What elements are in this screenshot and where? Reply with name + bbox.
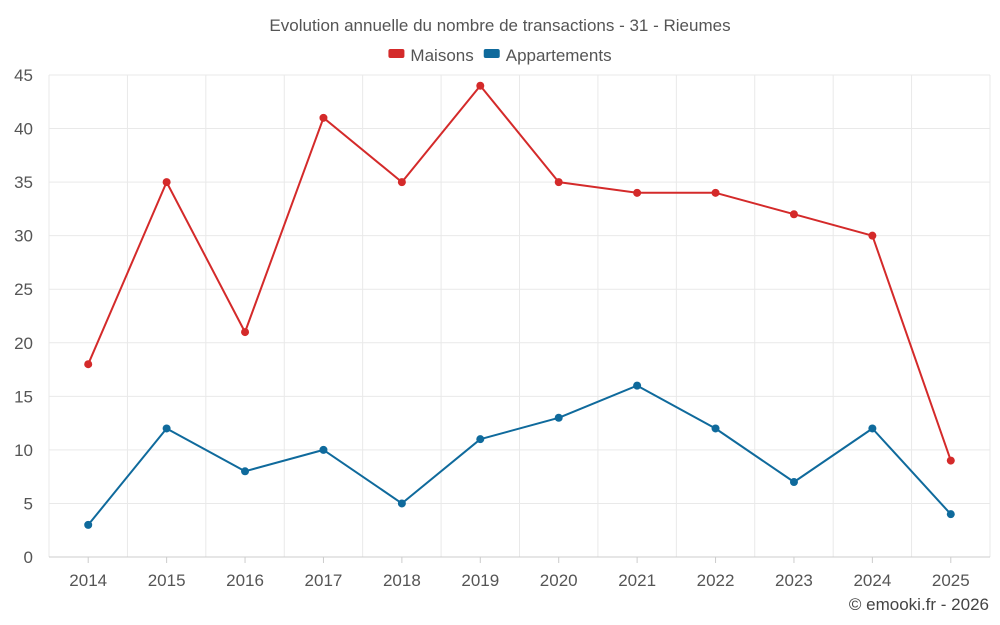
x-tick-label: 2019 <box>461 571 499 590</box>
data-point <box>476 435 485 444</box>
data-point <box>554 178 563 187</box>
data-point <box>476 81 485 90</box>
data-point <box>633 188 642 197</box>
legend-item-appartements: Appartements <box>483 46 612 65</box>
legend-item-maisons: Maisons <box>388 46 474 65</box>
x-tick-label: 2022 <box>697 571 735 590</box>
legend: Maisons Appartements <box>388 46 612 65</box>
x-tick-label: 2017 <box>305 571 343 590</box>
grid <box>48 74 991 557</box>
y-tick-label: 10 <box>14 441 33 460</box>
data-point <box>241 328 250 337</box>
x-tick-label: 2016 <box>226 571 264 590</box>
data-point <box>868 424 877 433</box>
data-point <box>241 467 250 476</box>
y-tick-label: 45 <box>14 66 33 85</box>
data-point <box>868 231 877 240</box>
series-maisons <box>84 81 955 465</box>
x-tick-label: 2025 <box>932 571 970 590</box>
data-point <box>162 424 171 433</box>
x-tick-label: 2020 <box>540 571 578 590</box>
y-tick-label: 40 <box>14 120 33 139</box>
data-point <box>633 381 642 390</box>
x-tick-label: 2024 <box>853 571 891 590</box>
y-tick-label: 35 <box>14 173 33 192</box>
data-point <box>319 445 328 454</box>
data-point <box>789 478 798 487</box>
data-point <box>397 499 406 508</box>
data-point <box>711 424 720 433</box>
y-tick-label: 5 <box>24 494 33 513</box>
chart-title: Evolution annuelle du nombre de transact… <box>269 16 730 35</box>
series-line-maisons <box>87 84 952 461</box>
x-tick-label: 2021 <box>618 571 656 590</box>
data-point <box>397 178 406 187</box>
data-point <box>162 178 171 187</box>
legend-swatch <box>483 49 500 58</box>
data-point <box>84 360 93 369</box>
y-tick-label: 15 <box>14 387 33 406</box>
data-point <box>84 520 93 529</box>
y-tick-label: 20 <box>14 334 33 353</box>
series <box>84 81 955 529</box>
legend-label: Maisons <box>410 46 473 65</box>
x-tick-label: 2015 <box>148 571 186 590</box>
y-tick-label: 30 <box>14 227 33 246</box>
series-line-appartements <box>87 384 952 526</box>
data-point <box>554 413 563 422</box>
y-tick-label: 25 <box>14 280 33 299</box>
x-tick-label: 2014 <box>69 571 107 590</box>
x-tick-label: 2023 <box>775 571 813 590</box>
data-point <box>946 456 955 465</box>
data-point <box>319 113 328 122</box>
data-point <box>711 188 720 197</box>
data-point <box>946 510 955 519</box>
series-appartements <box>84 381 955 529</box>
y-tick-label: 0 <box>24 548 33 567</box>
credit-text: © emooki.fr - 2026 <box>849 595 989 614</box>
legend-swatch <box>388 49 405 58</box>
legend-label: Appartements <box>506 46 612 65</box>
data-point <box>789 210 798 219</box>
x-tick-label: 2018 <box>383 571 421 590</box>
